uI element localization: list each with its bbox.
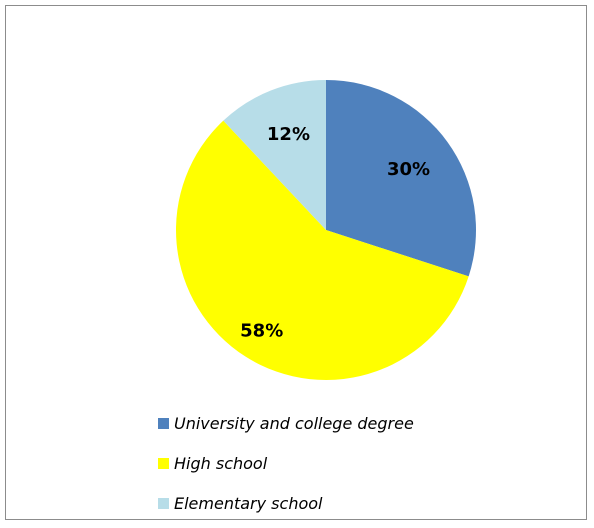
legend-swatch-elementary	[158, 497, 169, 509]
legend-item-university: University and college degree	[158, 403, 414, 443]
legend: University and college degree High schoo…	[158, 403, 414, 523]
pie-slice-high-school	[175, 120, 469, 380]
legend-label-university: University and college degree	[174, 413, 414, 433]
legend-swatch-high-school	[158, 457, 169, 469]
legend-item-elementary: Elementary school	[158, 483, 414, 523]
data-label-high-school: 58%	[240, 320, 283, 341]
legend-label-elementary: Elementary school	[174, 493, 323, 513]
legend-swatch-university	[158, 417, 169, 429]
data-label-university: 30%	[387, 159, 430, 180]
pie-slice-university	[326, 80, 476, 277]
legend-label-high-school: High school	[174, 453, 268, 473]
pie-chart: 30% 58% 12%	[175, 80, 476, 380]
data-label-elementary: 12%	[267, 124, 310, 145]
legend-item-high-school: High school	[158, 443, 414, 483]
pie-slice-elementary	[223, 80, 326, 230]
